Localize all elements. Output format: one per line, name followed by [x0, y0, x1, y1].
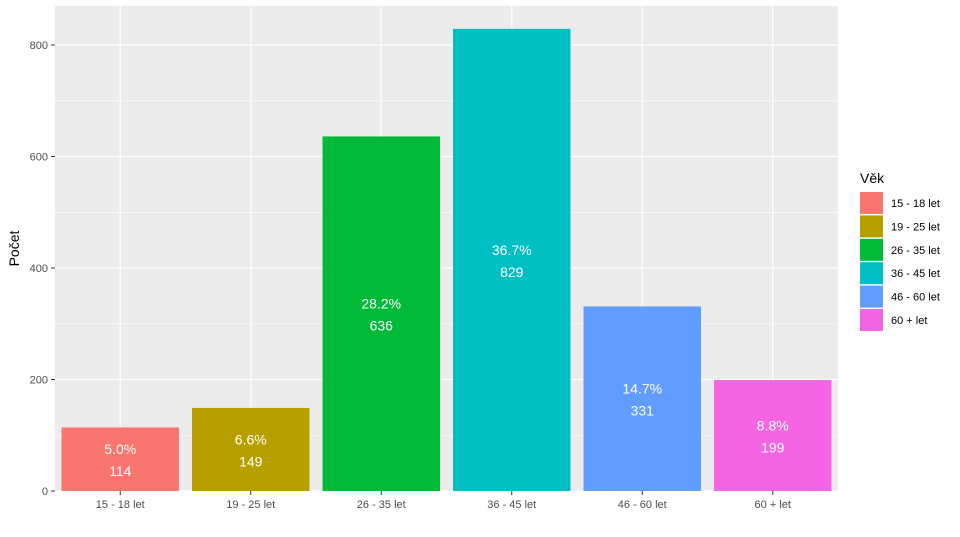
y-tick-label: 200: [30, 375, 48, 387]
legend-label: 19 - 25 let: [891, 221, 940, 233]
legend-key: [860, 238, 883, 261]
legend-label: 60 + let: [891, 315, 927, 327]
bar: [61, 427, 179, 491]
y-tick-label: 0: [42, 486, 48, 498]
bar-value-label: 636: [370, 318, 394, 334]
bar-percent-label: 8.8%: [757, 418, 789, 434]
bar-value-label: 149: [239, 453, 263, 469]
bar-value-label: 829: [500, 264, 524, 280]
bar: [192, 407, 310, 491]
bar-labels-group: 5.0% 114 6.6% 149 28.2% 636 36.7% 829 14.7% 331 8.…: [104, 242, 788, 479]
legend-key: [860, 285, 883, 308]
y-tick-label: 600: [30, 152, 48, 164]
bar: [453, 28, 571, 491]
x-tick-label: 26 - 35 let: [357, 499, 406, 511]
x-tick-label: 60 + let: [755, 499, 791, 511]
bar: [714, 380, 832, 491]
legend-key: [860, 192, 883, 214]
bar: [583, 306, 701, 491]
bar: [322, 136, 440, 491]
bar-value-label: 331: [631, 403, 655, 419]
x-axis: 15 - 18 let 19 - 25 let 26 - 35 let 36 - 45…: [96, 491, 791, 511]
y-axis-title: Počet: [6, 230, 22, 266]
legend-label: 15 - 18 let: [891, 198, 940, 210]
legend-label: 26 - 35 let: [891, 245, 940, 257]
x-tick-label: 19 - 25 let: [226, 499, 275, 511]
bar-percent-label: 6.6%: [235, 431, 267, 447]
legend-key: [860, 309, 883, 331]
x-tick-label: 46 - 60 let: [618, 499, 667, 511]
bar-percent-label: 14.7%: [622, 381, 662, 397]
y-tick-label: 400: [30, 263, 48, 275]
bar-value-label: 114: [109, 463, 132, 479]
legend-title: Věk: [860, 170, 885, 186]
legend-label: 36 - 45 let: [891, 268, 940, 280]
y-tick-label: 800: [30, 40, 48, 52]
bar-percent-label: 36.7%: [492, 242, 532, 258]
bar-value-label: 199: [761, 440, 785, 456]
y-axis: 0 200 400 600 800: [30, 40, 55, 498]
bars-group: [61, 28, 832, 491]
legend-key: [860, 262, 883, 285]
x-tick-label: 36 - 45 let: [487, 499, 536, 511]
legend-key: [860, 215, 883, 238]
bar-percent-label: 5.0%: [104, 441, 136, 457]
x-tick-label: 15 - 18 let: [96, 499, 145, 511]
legend: Věk 15 - 18 let 19 - 25 let 26 - 35 let 36 …: [860, 170, 940, 331]
bar-percent-label: 28.2%: [361, 296, 401, 312]
legend-label: 46 - 60 let: [891, 292, 940, 304]
plot-panel: [55, 6, 838, 491]
